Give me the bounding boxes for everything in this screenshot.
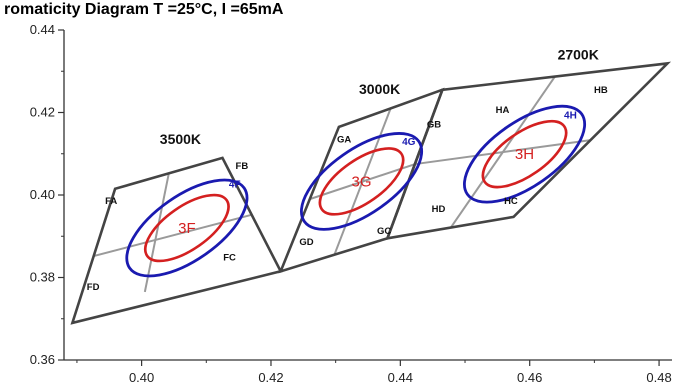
inner-ellipse-label-3g: 3G: [352, 173, 372, 190]
inner-ellipse-label-3h: 3H: [515, 146, 534, 163]
outer-ellipse-4f: [125, 178, 249, 278]
subbin-label-ha: HA: [496, 105, 510, 116]
ellipse-layer: [125, 104, 587, 278]
label-layer: FA FB FC FD 3500K GA GB GC GD 3000K HA HB HC HD 2700K 3…: [87, 46, 608, 293]
y-tick-label: 0.44: [30, 22, 55, 37]
inner-ellipse-3g: [318, 147, 405, 216]
bin-divider: [415, 139, 591, 166]
subbin-label-fb: FB: [236, 161, 249, 172]
subbin-label-gd: GD: [299, 237, 313, 248]
cct-label-2700k: 2700K: [558, 46, 599, 62]
x-tick-label: 0.40: [129, 370, 154, 385]
outer-ellipse-4g: [300, 132, 424, 231]
ellipse-group-3h: [463, 104, 587, 204]
chart-title: romaticity Diagram T =25°C, I =65mA: [4, 1, 284, 18]
y-tick-label: 0.40: [30, 187, 55, 202]
bins-layer: [70, 61, 672, 325]
cct-label-3000k: 3000K: [359, 81, 400, 97]
plot-frame: 0.36 0.38 0.40 0.42 0.44 0.40 0.42 0.44 0.46 0.48: [30, 22, 672, 385]
subbin-label-fc: FC: [223, 253, 236, 264]
bin-divider: [309, 163, 416, 201]
subbin-label-ga: GA: [337, 135, 351, 146]
ellipse-group-3f: [125, 178, 249, 278]
subbin-label-hb: HB: [594, 85, 608, 96]
inner-ellipse-3h: [481, 119, 568, 189]
bin-divider: [93, 213, 252, 258]
y-tick-label: 0.36: [30, 352, 55, 367]
bin-divider: [143, 173, 170, 293]
outer-ellipse-label-4h: 4H: [564, 110, 577, 121]
x-tick-label: 0.44: [388, 370, 413, 385]
y-tick-label: 0.38: [30, 270, 55, 285]
subbin-label-fd: FD: [87, 282, 100, 293]
x-tick-label: 0.48: [646, 370, 671, 385]
inner-ellipse-label-3f: 3F: [178, 220, 196, 237]
subbin-label-gb: GB: [427, 119, 441, 130]
subbin-label-gc: GC: [377, 226, 391, 237]
outer-ellipse-label-4f: 4F: [229, 179, 241, 190]
subbin-label-hc: HC: [504, 196, 518, 207]
outer-ellipse-4h: [463, 104, 587, 204]
cct-label-3500k: 3500K: [160, 131, 201, 147]
y-tick-label: 0.42: [30, 105, 55, 120]
bin-outline: [385, 61, 672, 240]
subbin-label-hd: HD: [432, 204, 446, 215]
bin-outline: [70, 156, 283, 325]
bin-3500k: [70, 156, 283, 325]
inner-ellipse-3f: [143, 193, 230, 263]
x-tick-label: 0.46: [517, 370, 542, 385]
bin-2700k: [385, 61, 672, 240]
outer-ellipse-label-4g: 4G: [402, 137, 416, 148]
subbin-label-fa: FA: [105, 196, 117, 207]
x-tick-label: 0.42: [258, 370, 283, 385]
ellipse-group-3g: [300, 132, 424, 231]
